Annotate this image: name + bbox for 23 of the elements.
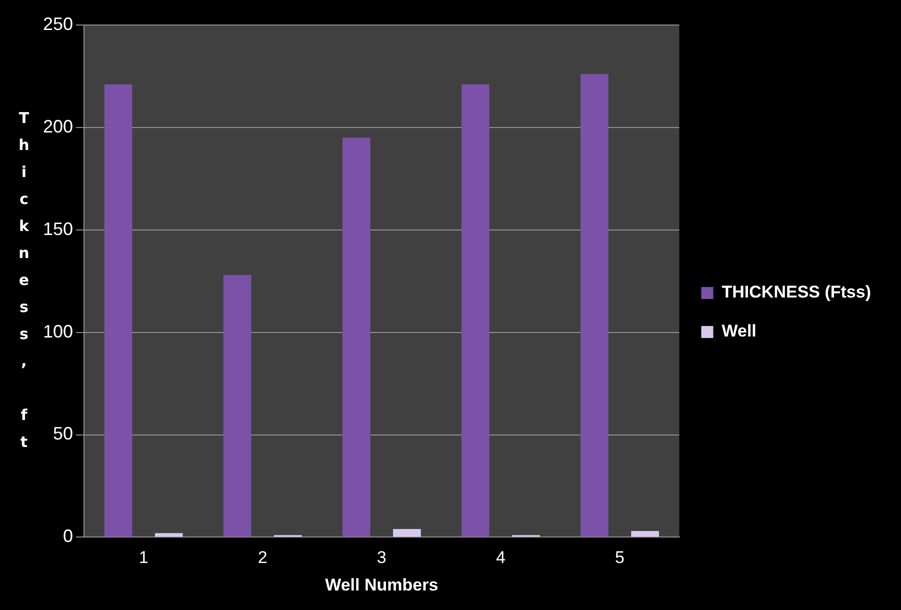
bar [393,529,421,537]
y-tick-label: 50 [53,424,74,444]
x-tick-label: 4 [496,548,506,568]
bar [631,531,659,537]
legend-label: Well [722,322,756,341]
bar [461,84,490,537]
y-tick-label: 200 [42,116,74,136]
bar [223,274,252,537]
bar [154,533,183,537]
text: Thickness, ft [18,108,30,451]
x-tick-label: 3 [376,548,386,568]
x-tick-label: 5 [615,548,624,568]
bar [580,74,608,537]
y-tick-label: 150 [42,218,74,239]
bar [342,138,370,537]
y-tick-label: 250 [42,14,74,34]
y-tick-label: 100 [42,321,74,342]
x-axis-title: Well Numbers [325,575,438,594]
x-tick-label: 1 [138,548,148,568]
legend-label: THICKNESS (Ftss) [722,282,872,302]
x-tick-label: 2 [258,548,268,568]
bar [104,84,132,537]
y-tick-label: 0 [63,526,74,546]
